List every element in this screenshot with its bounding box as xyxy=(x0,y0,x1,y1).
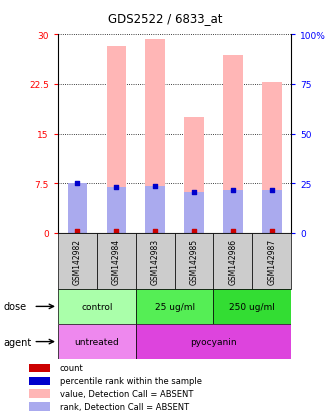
Point xyxy=(153,183,158,190)
Bar xyxy=(58,289,136,324)
Bar xyxy=(58,324,136,359)
Bar xyxy=(136,324,291,359)
Text: pyocyanin: pyocyanin xyxy=(190,337,237,346)
Bar xyxy=(68,190,87,233)
Point xyxy=(269,228,274,235)
Bar xyxy=(29,389,50,398)
Text: control: control xyxy=(81,302,113,311)
Bar xyxy=(97,233,136,289)
Text: rank, Detection Call = ABSENT: rank, Detection Call = ABSENT xyxy=(60,402,189,411)
Bar xyxy=(223,56,243,233)
Text: GSM142987: GSM142987 xyxy=(267,238,276,284)
Point xyxy=(191,190,197,196)
Point xyxy=(114,185,119,191)
Bar xyxy=(184,193,204,233)
Bar xyxy=(136,289,213,324)
Text: GSM142982: GSM142982 xyxy=(73,238,82,284)
Point xyxy=(269,188,274,194)
Bar xyxy=(175,233,213,289)
Bar xyxy=(145,187,165,233)
Text: untreated: untreated xyxy=(74,337,119,346)
Bar xyxy=(213,289,291,324)
Bar xyxy=(29,364,50,372)
Text: dose: dose xyxy=(3,301,26,312)
Text: GSM142986: GSM142986 xyxy=(228,238,237,284)
Bar xyxy=(252,233,291,289)
Bar xyxy=(262,83,282,233)
Point xyxy=(75,180,80,187)
Point xyxy=(230,188,236,194)
Text: GSM142983: GSM142983 xyxy=(151,238,160,284)
Text: GSM142984: GSM142984 xyxy=(112,238,121,284)
Bar xyxy=(68,184,87,233)
Point xyxy=(153,228,158,235)
Bar xyxy=(107,47,126,233)
Bar xyxy=(223,191,243,233)
Point xyxy=(114,228,119,235)
Point xyxy=(230,228,236,235)
Bar xyxy=(262,191,282,233)
Text: value, Detection Call = ABSENT: value, Detection Call = ABSENT xyxy=(60,389,193,398)
Point xyxy=(75,228,80,235)
Text: percentile rank within the sample: percentile rank within the sample xyxy=(60,376,202,385)
Point xyxy=(191,228,197,235)
Text: agent: agent xyxy=(3,337,31,347)
Bar xyxy=(213,233,252,289)
Bar xyxy=(58,233,97,289)
Bar xyxy=(29,402,50,411)
Bar xyxy=(29,377,50,385)
Text: 25 ug/ml: 25 ug/ml xyxy=(155,302,195,311)
Text: count: count xyxy=(60,363,83,372)
Bar xyxy=(145,40,165,233)
Text: GDS2522 / 6833_at: GDS2522 / 6833_at xyxy=(108,12,223,25)
Bar xyxy=(136,233,174,289)
Bar xyxy=(107,188,126,233)
Text: GSM142985: GSM142985 xyxy=(190,238,199,284)
Bar xyxy=(184,118,204,233)
Text: 250 ug/ml: 250 ug/ml xyxy=(229,302,275,311)
